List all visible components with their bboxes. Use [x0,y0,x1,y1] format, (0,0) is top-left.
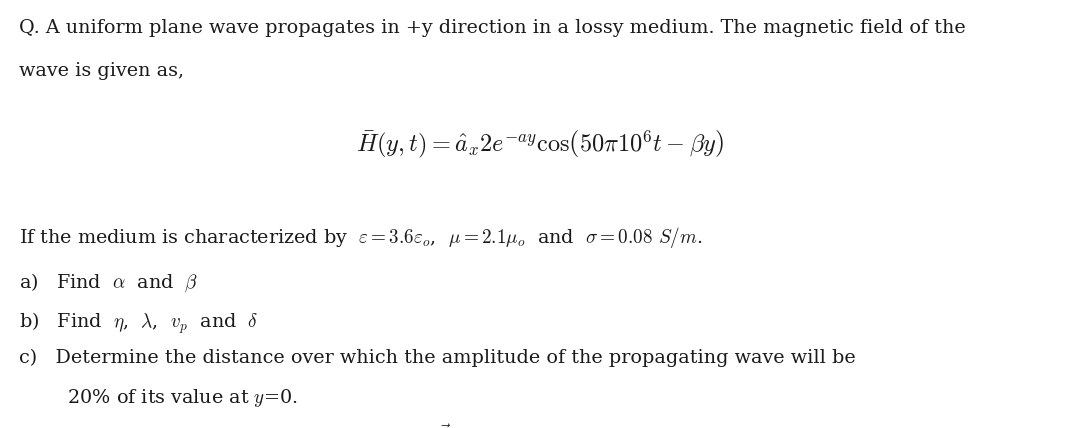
Text: If the medium is characterized by  $\varepsilon = 3.6\varepsilon_o$,  $\mu = 2.1: If the medium is characterized by $\vare… [19,225,703,250]
Text: b)   Find  $\eta$,  $\lambda$,  $v_p$  and  $\delta$: b) Find $\eta$, $\lambda$, $v_p$ and $\d… [19,310,258,336]
Text: c)   Determine the distance over which the amplitude of the propagating wave wil: c) Determine the distance over which the… [19,349,856,367]
Text: $\bar{H}(y,t) = \hat{a}_x 2e^{-ay}\cos\!\left(50\pi10^6 t - \beta y\right)$: $\bar{H}(y,t) = \hat{a}_x 2e^{-ay}\cos\!… [357,128,724,160]
Text: wave is given as,: wave is given as, [19,62,185,80]
Text: 20% of its value at $y$=0.: 20% of its value at $y$=0. [19,387,298,409]
Text: Q. A uniform plane wave propagates in +y direction in a lossy medium. The magnet: Q. A uniform plane wave propagates in +y… [19,19,966,37]
Text: a)   Find  $\alpha$  and  $\beta$: a) Find $\alpha$ and $\beta$ [19,272,199,294]
Text: d)   Find the instantaneous expression for  $\vec{E}(y,t)$.: d) Find the instantaneous expression for… [19,423,497,428]
